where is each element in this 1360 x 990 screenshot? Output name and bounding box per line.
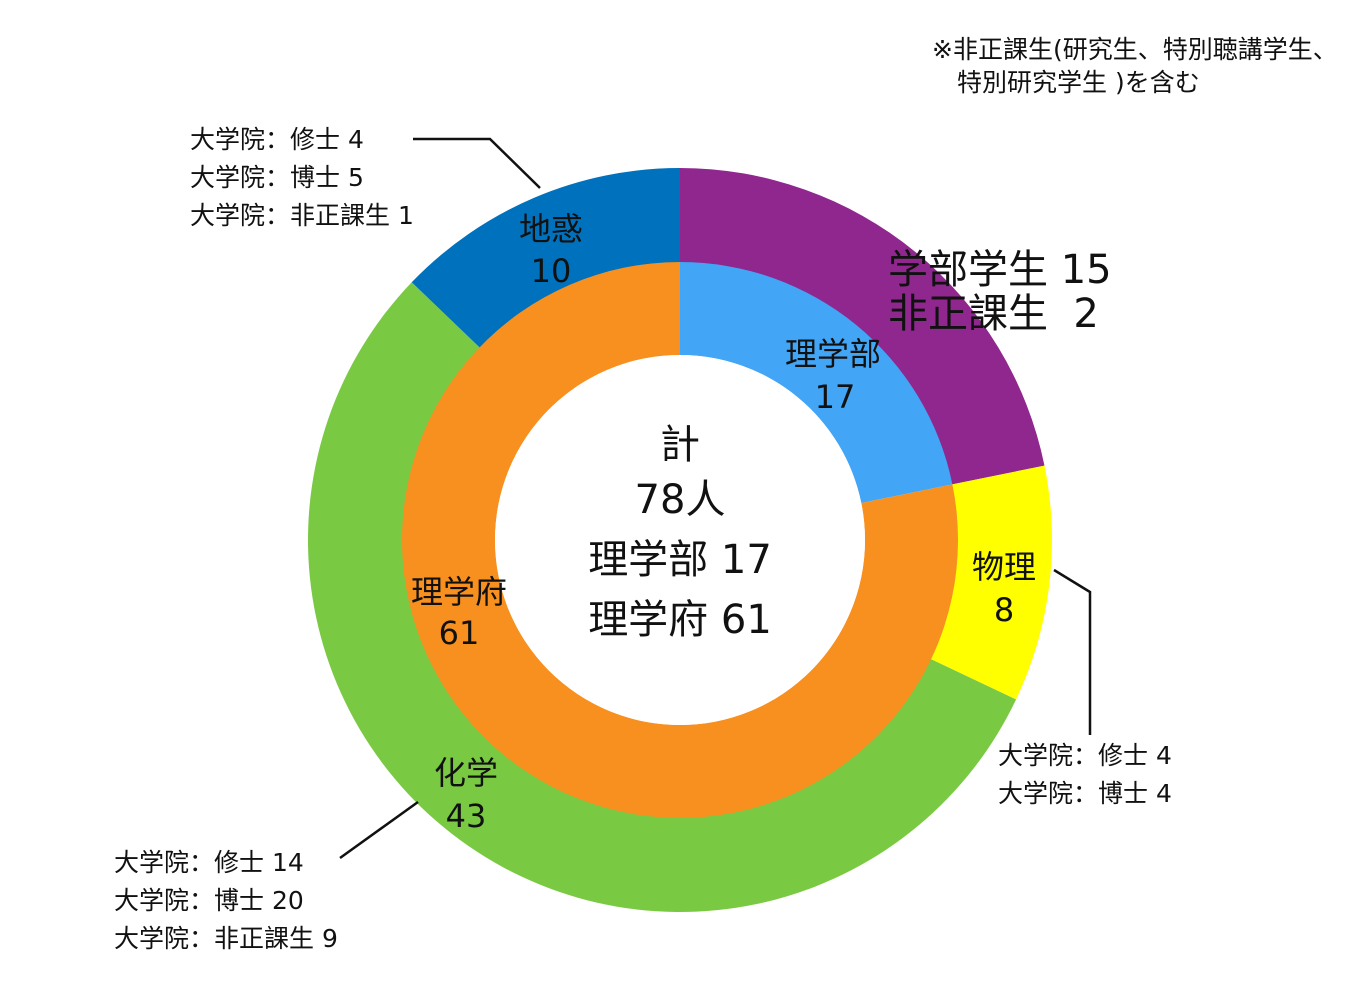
chikyu-callout-line-3: 大学院：非正課生 1 [190,201,414,230]
kagaku-callout-line-2: 大学院：博士 20 [114,886,304,915]
center-rigakubu-line: 理学部 17 [588,537,772,583]
kagaku-label: 化学 [434,754,498,792]
kagaku-callout-line-1: 大学院：修士 14 [114,848,304,877]
rigakubu-value: 17 [815,378,856,416]
butsuri-leader-line [1053,568,1092,735]
outer-slice-2 [307,282,1017,913]
outer-slice-3 [411,168,680,349]
chikyu-leader-line [413,137,541,189]
kagaku-leader-line [339,800,419,860]
chikyu-callout-line-2: 大学院：博士 5 [190,163,364,192]
note-line-1: ※非正課生(研究生、特別聴講学生、 [932,35,1338,64]
gakubu-label-line-2: 非正課生 2 [888,291,1099,337]
center-hole [495,355,865,725]
rigakufu-value: 61 [439,614,480,652]
center-rigakufu-line: 理学府 61 [588,597,772,643]
rigakufu-label: 理学府 [411,573,507,611]
outer-slice-1 [929,465,1052,700]
inner-slice-1 [401,262,958,818]
chikyu-value: 10 [531,252,572,290]
inner-slice-0 [680,262,953,503]
rigakubu-label: 理学部 [785,335,881,373]
butsuri-callout-line-1: 大学院：修士 4 [998,741,1172,770]
center-total-value: 78人 [635,477,726,523]
butsuri-label: 物理 [972,548,1036,586]
kagaku-value: 43 [446,797,487,835]
gakubu-label-line-1: 学部学生 15 [888,247,1112,293]
center-total-label: 計 [660,422,700,468]
inner-ring [401,262,958,818]
butsuri-value: 8 [994,591,1014,629]
outer-slice-0 [680,168,1045,485]
butsuri-callout-line-2: 大学院：博士 4 [998,779,1172,808]
chikyu-label: 地惑 [519,210,583,248]
outer-ring [307,168,1052,913]
chikyu-callout-line-1: 大学院：修士 4 [190,125,364,154]
note-line-2: 特別研究学生 )を含む [957,68,1200,97]
kagaku-callout-line-3: 大学院：非正課生 9 [114,924,338,953]
